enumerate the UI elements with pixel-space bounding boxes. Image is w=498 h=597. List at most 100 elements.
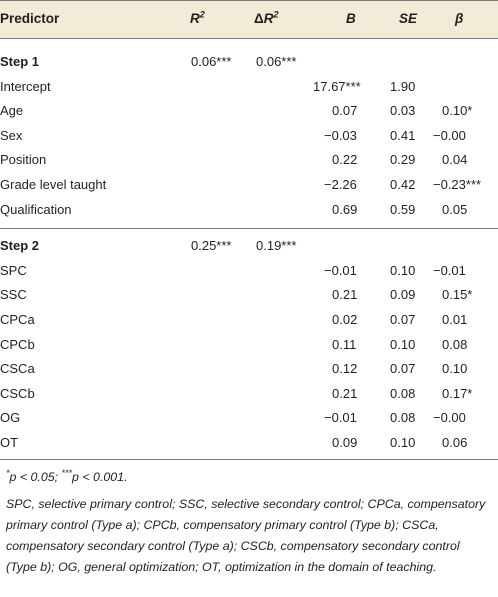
table-row: Position 0.22 0.29 0.04 bbox=[0, 148, 498, 173]
b-cell: −2.26 bbox=[324, 176, 357, 192]
predictor-cell: OT bbox=[0, 434, 19, 450]
header-se: SE bbox=[399, 11, 418, 26]
predictor-cell: Intercept bbox=[0, 78, 51, 94]
b-cell: 0.69 bbox=[332, 201, 358, 217]
header-r2-sup: 2 bbox=[199, 9, 205, 20]
se-cell: 0.08 bbox=[390, 410, 416, 426]
se-cell: 0.07 bbox=[390, 311, 416, 327]
step2-r2: 0.25*** bbox=[191, 238, 232, 254]
se-cell: 0.09 bbox=[390, 287, 416, 303]
beta-cell: 0.10* bbox=[442, 103, 473, 119]
b-cell: −0.01 bbox=[324, 262, 357, 278]
table-row: CPCa 0.02 0.07 0.01 bbox=[0, 308, 498, 333]
b-cell: 0.21 bbox=[332, 385, 358, 401]
predictor-cell: Sex bbox=[0, 127, 23, 143]
b-cell: 17.67*** bbox=[313, 78, 361, 94]
table-row: OT 0.09 0.10 0.06 bbox=[0, 431, 498, 456]
step1-r2: 0.06*** bbox=[191, 54, 232, 69]
table-row: Qualification 0.69 0.59 0.05 bbox=[0, 198, 498, 223]
step2-label: Step 2 bbox=[0, 238, 40, 254]
sig-text-1: p < 0.05; bbox=[9, 470, 62, 484]
b-cell: 0.09 bbox=[332, 434, 358, 450]
se-cell: 0.29 bbox=[390, 152, 416, 168]
beta-cell: −0.00 bbox=[433, 127, 466, 143]
predictor-cell: CPCb bbox=[0, 336, 35, 352]
beta-cell: 0.06 bbox=[442, 434, 468, 450]
step-separator-rule bbox=[0, 228, 498, 229]
beta-cell: 0.01 bbox=[442, 311, 468, 327]
b-cell: 0.12 bbox=[332, 361, 358, 377]
se-cell: 0.07 bbox=[390, 361, 416, 377]
table-row: CPCb 0.11 0.10 0.08 bbox=[0, 333, 498, 358]
b-cell: 0.22 bbox=[332, 152, 358, 168]
table-row: Grade level taught −2.26 0.42 −0.23*** bbox=[0, 173, 498, 198]
beta-cell: −0.23*** bbox=[433, 176, 482, 192]
table-notes: *p < 0.05; ***p < 0.001. SPC, selective … bbox=[6, 467, 492, 578]
table-row: Intercept 17.67*** 1.90 bbox=[0, 75, 498, 100]
beta-cell: −0.01 bbox=[433, 262, 466, 278]
predictor-cell: SPC bbox=[0, 262, 27, 278]
header-rule bbox=[0, 38, 498, 39]
header-r2: R2 bbox=[180, 0, 250, 38]
beta-cell: 0.04 bbox=[442, 152, 468, 168]
predictor-cell: SSC bbox=[0, 287, 27, 303]
b-cell: −0.03 bbox=[324, 127, 357, 143]
table-row: CSCb 0.21 0.08 0.17* bbox=[0, 382, 498, 407]
table-row: CSCa 0.12 0.07 0.10 bbox=[0, 357, 498, 382]
b-cell: 0.21 bbox=[332, 287, 358, 303]
sig-star-1: * bbox=[6, 467, 10, 478]
table-row: Sex −0.03 0.41 −0.00 bbox=[0, 124, 498, 149]
b-cell: −0.01 bbox=[324, 410, 357, 426]
table-header-background bbox=[0, 0, 498, 38]
sig-text-3: p < 0.001. bbox=[72, 470, 128, 484]
predictor-cell: CPCa bbox=[0, 311, 35, 327]
spacer-row bbox=[0, 222, 498, 234]
predictor-cell: Position bbox=[0, 152, 47, 168]
table-row: OG −0.01 0.08 −0.00 bbox=[0, 406, 498, 431]
header-r2-letter: R bbox=[190, 11, 200, 26]
step1-row: Step 1 0.06*** 0.06*** bbox=[0, 50, 498, 75]
predictor-cell: CSCa bbox=[0, 361, 35, 377]
se-cell: 0.59 bbox=[390, 201, 416, 217]
abbreviations-note: SPC, selective primary control; SSC, sel… bbox=[6, 497, 486, 574]
step1-delta-r2: 0.06*** bbox=[256, 54, 297, 69]
beta-cell: 0.15* bbox=[442, 287, 473, 303]
significance-note: *p < 0.05; ***p < 0.001. bbox=[6, 467, 492, 488]
header-delta-r2-sup: 2 bbox=[273, 9, 279, 20]
beta-cell: 0.10 bbox=[442, 361, 468, 377]
se-cell: 0.10 bbox=[390, 336, 416, 352]
table-row: Age 0.07 0.03 0.10* bbox=[0, 99, 498, 124]
b-cell: 0.07 bbox=[332, 103, 358, 119]
step1-label: Step 1 bbox=[0, 54, 40, 69]
table-row: SPC −0.01 0.10 −0.01 bbox=[0, 259, 498, 284]
beta-cell bbox=[428, 75, 498, 100]
regression-table: Predictor R2 ΔR2 B SE β Step 1 0.06*** 0… bbox=[0, 0, 498, 456]
header-predictor: Predictor bbox=[0, 11, 60, 26]
se-cell: 1.90 bbox=[390, 78, 416, 94]
predictor-cell: CSCb bbox=[0, 385, 35, 401]
se-cell: 0.08 bbox=[390, 385, 416, 401]
beta-cell: −0.00 bbox=[433, 410, 466, 426]
table-header-row: Predictor R2 ΔR2 B SE β bbox=[0, 0, 498, 38]
predictor-cell: OG bbox=[0, 410, 21, 426]
header-delta-symbol: Δ bbox=[254, 11, 264, 26]
b-cell: 0.02 bbox=[332, 311, 358, 327]
beta-cell: 0.08 bbox=[442, 336, 468, 352]
header-beta: β bbox=[455, 11, 464, 26]
se-cell: 0.41 bbox=[390, 127, 416, 143]
sig-star-3: *** bbox=[61, 467, 73, 478]
b-cell: 0.11 bbox=[332, 336, 357, 352]
predictor-cell: Grade level taught bbox=[0, 176, 107, 192]
spacer-row bbox=[0, 38, 498, 50]
predictor-cell: Age bbox=[0, 103, 24, 119]
step2-row: Step 2 0.25*** 0.19*** bbox=[0, 234, 498, 259]
beta-cell: 0.17* bbox=[442, 385, 473, 401]
header-delta-r2: ΔR2 bbox=[250, 0, 310, 38]
se-cell: 0.10 bbox=[390, 262, 416, 278]
beta-cell: 0.05 bbox=[442, 201, 468, 217]
step2-delta-r2: 0.19*** bbox=[256, 238, 297, 254]
se-cell: 0.03 bbox=[390, 103, 416, 119]
top-rule bbox=[0, 0, 498, 1]
table-row: SSC 0.21 0.09 0.15* bbox=[0, 283, 498, 308]
